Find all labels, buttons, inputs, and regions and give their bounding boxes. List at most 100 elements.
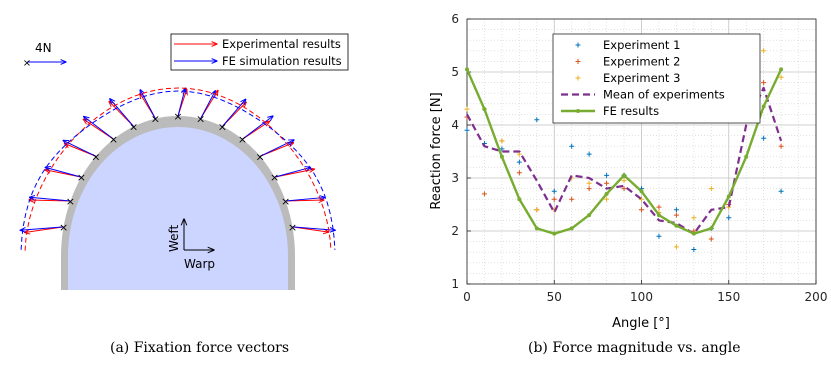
fixation-point-marker: ×: [218, 120, 227, 133]
fe-vector: [110, 99, 135, 127]
x-axis-label: Angle [°]: [612, 316, 670, 331]
experiment-1-point: [761, 135, 767, 141]
fe-results-marker: [639, 189, 644, 194]
experiment-3-point: [604, 196, 610, 202]
fixation-point-marker: ×: [196, 113, 205, 126]
legend-marker: [576, 109, 580, 113]
fe-vector: [285, 197, 325, 202]
fe-vector: [84, 117, 114, 140]
fe-vector: [200, 91, 216, 119]
fixation-point-marker: ×: [173, 110, 182, 123]
y-tick-label: 3: [451, 171, 459, 185]
experiment-1-point: [604, 172, 610, 178]
experiment-3-point: [778, 74, 784, 80]
force-magnitude-chart: 0 50 100 150 200 1 2 3 4 5 6 Angle [°] Reaction fo…: [429, 12, 827, 331]
mean-of-experiments-series: [466, 86, 783, 235]
experiment-3-point: [761, 48, 767, 54]
scale-arrow: × 4N: [23, 41, 66, 69]
fe-results-marker: [482, 107, 487, 112]
experiment-1-point: [726, 215, 732, 221]
fixation-force-vectors-panel: ××××××× × ××××××× × 4N Experimental result…: [20, 33, 349, 291]
fe-results-marker: [552, 231, 557, 236]
caption-a: (a) Fixation force vectors: [110, 340, 289, 356]
x-tick-label: 150: [717, 290, 740, 304]
experiment-1-point: [534, 117, 540, 123]
x-tick-label: 200: [805, 290, 828, 304]
experiment-2-point: [656, 204, 662, 210]
fe-vector: [292, 226, 335, 230]
x-tick-label: 50: [547, 290, 562, 304]
y-axis-label: Reaction force [N]: [429, 92, 444, 209]
legend-swatch: [575, 75, 581, 81]
experiment-1-point: [778, 188, 784, 194]
y-tick-label: 6: [451, 12, 459, 26]
fe-vector: [30, 197, 71, 202]
scale-label: 4N: [35, 41, 52, 55]
fixation-point-marker: ×: [59, 221, 68, 234]
fixation-point-marker: ×: [256, 150, 265, 163]
fe-vector: [140, 90, 156, 119]
experiment-1-point: [516, 159, 522, 165]
vector-legend: Experimental results FE simulation resul…: [170, 33, 349, 71]
fe-results-marker: [726, 194, 731, 199]
chart-legend: Experiment 1 Experiment 2 Experiment 3 Mean…: [552, 33, 761, 124]
legend-item-mean-of-experiments: Mean of experiments: [561, 88, 725, 102]
legend-label: FE results: [603, 104, 659, 118]
fe-results-marker: [517, 197, 522, 202]
legend-label: Experiment 1: [603, 38, 680, 52]
experiment-1-point: [464, 127, 470, 133]
fe-vector: [242, 116, 273, 140]
experiment-2-point: [569, 196, 575, 202]
legend-label: Mean of experiments: [603, 88, 725, 102]
experiment-3-point: [534, 207, 540, 213]
dome-interior: [68, 127, 288, 291]
legend-item-experiment-1: Experiment 1: [575, 38, 680, 52]
experiment-1-point: [551, 188, 557, 194]
warp-label: Warp: [184, 257, 215, 271]
fe-vector: [259, 140, 294, 157]
legend-label: Experiment 2: [603, 55, 680, 69]
experiment-1-point: [656, 233, 662, 239]
experiment-3-point: [691, 215, 697, 221]
fe-results-marker: [779, 67, 784, 72]
weft-label: Weft: [167, 224, 181, 252]
fe-results-marker: [744, 154, 749, 159]
experiment-2-point: [516, 170, 522, 176]
legend-item-experiment-2: Experiment 2: [575, 55, 680, 69]
fixation-point-marker: ×: [91, 150, 100, 163]
fixation-point-marker: ×: [129, 120, 138, 133]
legend-label: Experiment 3: [603, 71, 680, 85]
x-tick-label: 0: [463, 290, 471, 304]
x-tick-label: 100: [630, 290, 653, 304]
experiment-3-point: [708, 186, 714, 192]
fe-results-marker: [674, 223, 679, 228]
fe-vector: [20, 226, 64, 230]
experiment-2-point: [778, 143, 784, 149]
experimental-envelope: [24, 87, 332, 251]
legend-swatch: [575, 42, 581, 48]
fe-vector: [63, 140, 97, 157]
fe-results-marker: [499, 154, 504, 159]
experiment-2-point: [761, 80, 767, 86]
legend-experimental: Experimental results: [222, 37, 341, 51]
legend-fe: FE simulation results: [222, 54, 342, 68]
experiment-2-point: [604, 180, 610, 186]
experiment-3-point: [464, 106, 470, 112]
experiment-1-point: [691, 247, 697, 253]
mean-of-experiments-line: [466, 86, 783, 235]
fixation-point-marker: ×: [270, 171, 279, 184]
y-tick-label: 4: [451, 118, 459, 132]
fe-vector: [45, 167, 82, 178]
fe-results-series: [465, 67, 784, 236]
legend-item-experiment-3: Experiment 3: [575, 71, 680, 85]
fixation-point-marker: ×: [109, 133, 118, 146]
fe-results-marker: [534, 226, 539, 231]
experiment-2-point: [621, 186, 627, 192]
fe-results-marker: [761, 104, 766, 109]
fe-results-marker: [709, 226, 714, 231]
fe-vector: [221, 99, 245, 127]
experiment-2-point: [551, 196, 557, 202]
experiment-3-point: [499, 138, 505, 144]
fe-vector: [274, 167, 311, 178]
